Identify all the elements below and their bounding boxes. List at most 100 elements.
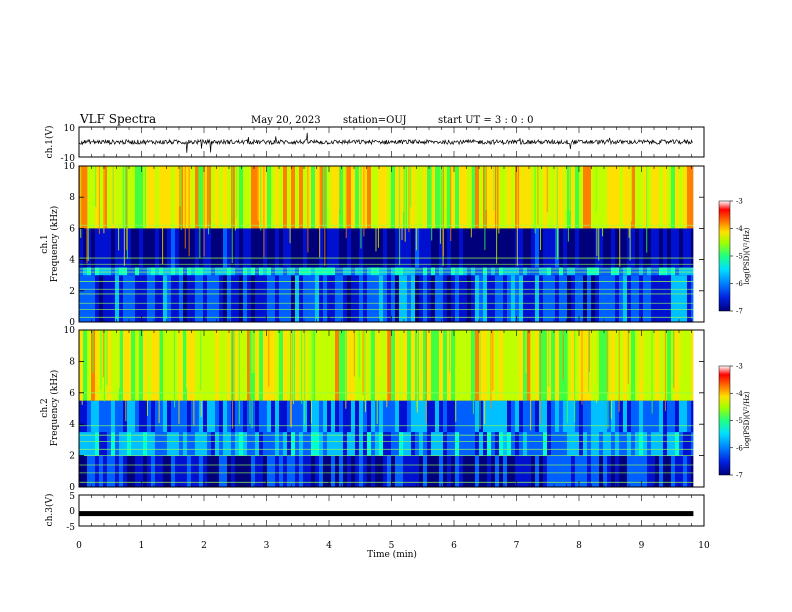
- freq-tick-label: 2: [69, 287, 75, 297]
- sferic-streak: [319, 166, 321, 258]
- spectrogram-cell: [523, 166, 527, 229]
- spectrogram-cell: [583, 400, 587, 433]
- spectrogram-cell: [171, 400, 175, 433]
- spectrogram-cell: [455, 267, 459, 276]
- spectrogram-cell: [183, 432, 187, 456]
- spectrogram-cell: [555, 267, 559, 276]
- spectrogram-cell: [331, 267, 335, 276]
- spectrogram-cell: [339, 330, 343, 401]
- sferic-streak: [327, 166, 329, 208]
- spectrogram-cell: [311, 432, 315, 456]
- spectrogram-cell: [319, 267, 323, 276]
- spectrogram-cell: [535, 275, 539, 322]
- spectrogram-cell: [195, 455, 199, 487]
- spectrogram-cell: [131, 400, 135, 433]
- spectrogram-cell: [215, 330, 219, 401]
- spectrogram-cell: [275, 228, 279, 268]
- sferic-streak: [181, 330, 183, 370]
- spectrogram-cell: [223, 400, 227, 433]
- spectrogram-cell: [323, 275, 327, 322]
- spectrogram-cell: [475, 400, 479, 433]
- spectrogram-cell: [463, 400, 467, 433]
- spectrogram-cell: [367, 432, 371, 456]
- spectrogram-cell: [283, 400, 287, 433]
- spectrogram-cell: [543, 166, 547, 229]
- spectrogram-cell: [371, 267, 375, 276]
- spectrogram-cell: [635, 400, 639, 433]
- spectrogram-cell: [595, 330, 599, 401]
- spectrogram-cell: [623, 400, 627, 433]
- sferic-streak: [539, 330, 541, 424]
- sferic-streak: [628, 166, 630, 238]
- spectrogram-cell: [191, 455, 195, 487]
- spectrogram-cell: [279, 228, 283, 268]
- spectrogram-cell: [583, 228, 587, 268]
- spectrogram-cell: [319, 275, 323, 322]
- freq-tick-label: 10: [64, 326, 76, 336]
- spectrogram-cell: [419, 330, 423, 401]
- spectrogram-cell: [507, 166, 511, 229]
- spectrogram-cell: [631, 267, 635, 276]
- spectrogram-cell: [643, 228, 647, 268]
- spectrogram-cell: [167, 267, 171, 276]
- spectrogram-cell: [451, 432, 455, 456]
- spectrogram-cell: [515, 267, 519, 276]
- spectrogram-cell: [491, 228, 495, 268]
- sferic-streak: [490, 166, 492, 212]
- ch3-ytick-bottom: -5: [66, 523, 75, 533]
- ch3-ylabel: ch.3(V): [44, 494, 55, 527]
- spectrogram-cell: [243, 228, 247, 268]
- spectrogram-cell: [291, 432, 295, 456]
- spectrogram-cell: [155, 228, 159, 268]
- sferic-streak: [417, 330, 419, 397]
- spectrogram-cell: [423, 267, 427, 276]
- sferic-streak: [574, 330, 576, 422]
- spectrogram-cell: [431, 330, 435, 401]
- spectrogram-cell: [235, 400, 239, 433]
- spectrogram-cell: [111, 432, 115, 456]
- sferic-streak: [198, 166, 200, 226]
- sferic-streak: [556, 166, 558, 260]
- spectrogram-cell: [327, 432, 331, 456]
- spectrogram-cell: [575, 267, 579, 276]
- spectrogram-cell: [135, 455, 139, 487]
- spectrogram-cell: [123, 455, 127, 487]
- spectrogram-cell: [135, 267, 139, 276]
- spectrogram-cell: [671, 455, 675, 487]
- spectrogram-cell: [291, 166, 295, 229]
- spectrogram-cell: [543, 330, 547, 401]
- spectrogram-cell: [175, 455, 179, 487]
- spectrogram-cell: [535, 432, 539, 456]
- spectrogram-cell: [159, 267, 163, 276]
- spectrogram-cell: [395, 432, 399, 456]
- ch2-spectrogram-image: [79, 330, 704, 487]
- spectrogram-cell: [83, 330, 87, 401]
- spectrogram-cell: [447, 267, 451, 276]
- spectrogram-cell: [411, 432, 415, 456]
- spectrogram-cell: [183, 455, 187, 487]
- spectrogram-cell: [587, 455, 591, 487]
- sferic-streak: [540, 166, 542, 250]
- spectrogram-cell: [511, 432, 515, 456]
- sferic-streak: [602, 166, 604, 237]
- spectrogram-cell: [339, 228, 343, 268]
- spectrogram-cell: [423, 166, 427, 229]
- spectrogram-cell: [359, 455, 363, 487]
- spectrogram-cell: [391, 228, 395, 268]
- spectrogram-cell: [531, 275, 535, 322]
- sferic-streak: [485, 166, 487, 211]
- spectrogram-cell: [155, 400, 159, 433]
- spectrogram-cell: [155, 455, 159, 487]
- spectrogram-cell: [219, 275, 223, 322]
- spectrogram-cell: [679, 275, 683, 322]
- spectrogram-cell: [91, 166, 95, 229]
- spectrogram-cell: [239, 432, 243, 456]
- spectrogram-cell: [283, 455, 287, 487]
- sferic-streak: [290, 330, 292, 428]
- spectrogram-cell: [335, 432, 339, 456]
- spectrogram-cell: [483, 455, 487, 487]
- spectrogram-cell: [199, 228, 203, 268]
- spectrogram-cell: [303, 267, 307, 276]
- spectrogram-cell: [567, 432, 571, 456]
- spectrogram-cell: [515, 432, 519, 456]
